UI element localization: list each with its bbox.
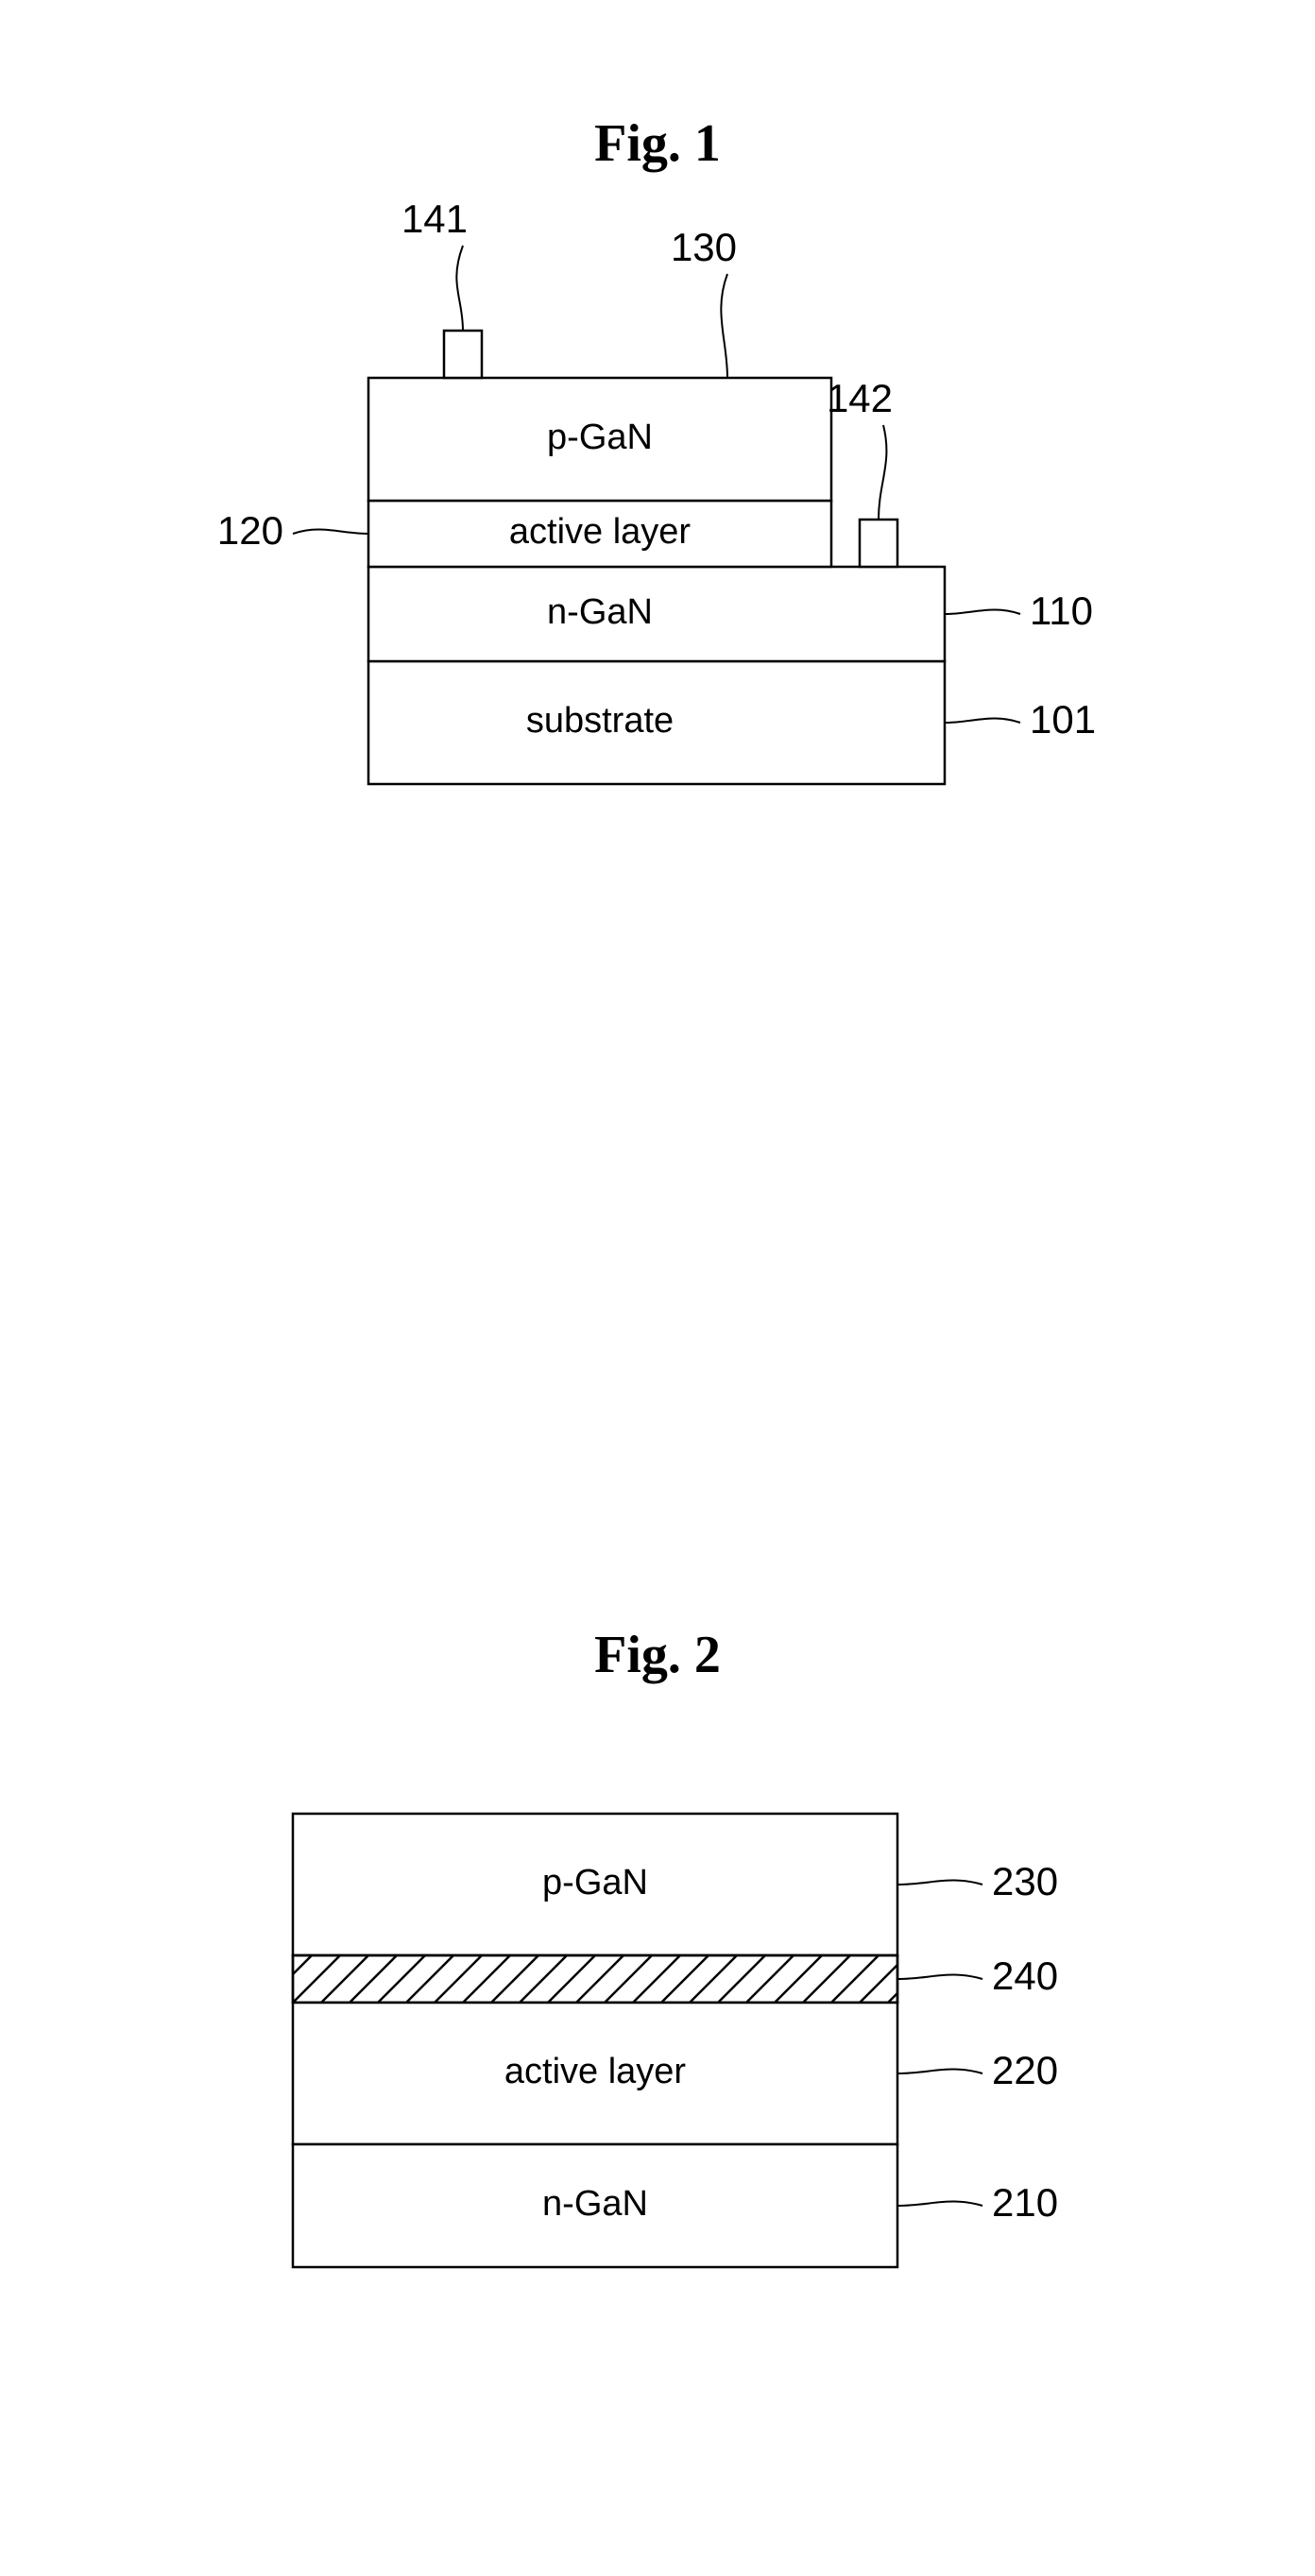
fig1-120-ref: 120 bbox=[217, 508, 283, 553]
fig1-141-ref: 141 bbox=[401, 196, 468, 241]
fig1-120-leader bbox=[293, 530, 368, 534]
fig2-230-ref: 230 bbox=[992, 1859, 1058, 1903]
fig2-240-leader bbox=[897, 1975, 982, 1979]
fig2-n-gan-label: n-GaN bbox=[542, 2184, 648, 2224]
fig1-substrate-label: substrate bbox=[526, 701, 674, 741]
fig1-contact142-rect bbox=[860, 520, 897, 567]
fig1-101-leader bbox=[945, 719, 1020, 723]
fig1-142-ref: 142 bbox=[827, 376, 893, 420]
fig2-240-ref: 240 bbox=[992, 1953, 1058, 1998]
fig1-142-leader bbox=[879, 425, 886, 520]
fig1-130-ref: 130 bbox=[671, 225, 737, 269]
fig1-110-leader bbox=[945, 610, 1020, 614]
fig1-110-ref: 110 bbox=[1030, 589, 1093, 633]
fig1-contact141-rect bbox=[444, 331, 482, 378]
fig1-active-label: active layer bbox=[509, 512, 692, 552]
fig1-n-gan-label: n-GaN bbox=[547, 592, 653, 632]
fig1-101-ref: 101 bbox=[1030, 697, 1096, 742]
page: Fig. 1 Fig. 2 substrate n-GaN active lay… bbox=[0, 0, 1315, 2576]
fig1-141-leader bbox=[456, 246, 463, 331]
fig1-130-leader bbox=[721, 274, 727, 378]
fig2-hatch-rect bbox=[293, 1955, 897, 2003]
fig2-210-ref: 210 bbox=[992, 2180, 1058, 2225]
fig2-210-leader bbox=[897, 2202, 982, 2206]
fig2-active-label: active layer bbox=[504, 2052, 687, 2091]
fig1-p-gan-label: p-GaN bbox=[547, 418, 653, 457]
fig2-220-ref: 220 bbox=[992, 2048, 1058, 2092]
fig1-group: substrate n-GaN active layer p-GaN 141 1… bbox=[217, 196, 1096, 784]
fig2-220-leader bbox=[897, 2070, 982, 2073]
fig1-n-gan-rect bbox=[368, 567, 945, 661]
figures-svg: substrate n-GaN active layer p-GaN 141 1… bbox=[0, 0, 1315, 2576]
fig2-group: p-GaN active layer n-GaN 230 240 220 210 bbox=[293, 1814, 1058, 2267]
fig2-230-leader bbox=[897, 1881, 982, 1885]
fig2-p-gan-label: p-GaN bbox=[542, 1863, 648, 1902]
